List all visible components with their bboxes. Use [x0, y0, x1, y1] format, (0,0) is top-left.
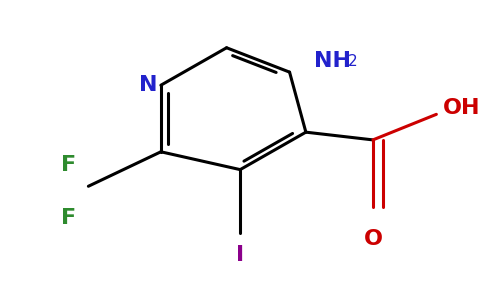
Text: F: F — [61, 155, 76, 175]
Text: 2: 2 — [348, 54, 358, 69]
Text: NH: NH — [314, 51, 351, 71]
Text: I: I — [236, 244, 244, 265]
Text: N: N — [139, 75, 158, 95]
Text: O: O — [363, 229, 382, 249]
Text: F: F — [61, 208, 76, 228]
Text: OH: OH — [443, 98, 481, 118]
